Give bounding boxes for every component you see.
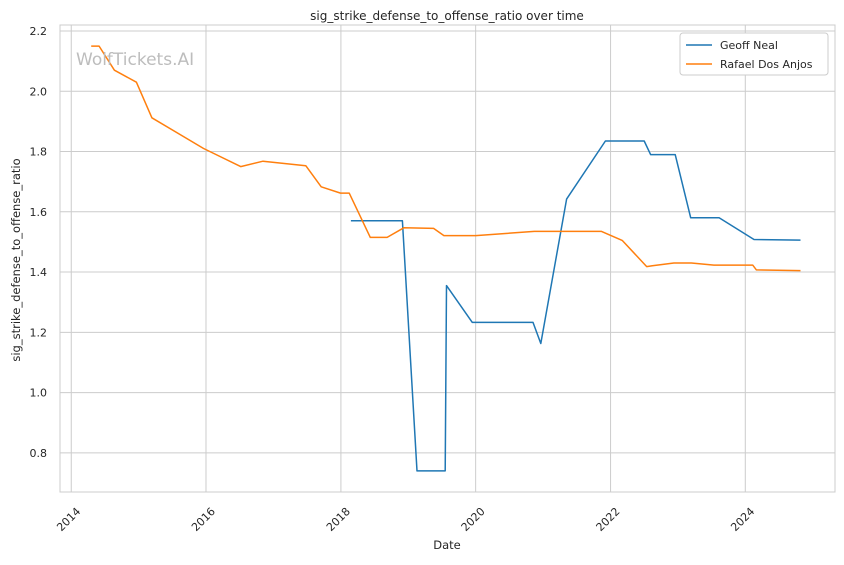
series-layer (91, 45, 801, 472)
grid (60, 25, 835, 492)
chart-title: sig_strike_defense_to_offense_ratio over… (310, 9, 584, 23)
y-tick-label: 1.2 (30, 326, 48, 339)
y-tick-label: 1.6 (30, 206, 48, 219)
x-axis-label: Date (433, 538, 461, 552)
series-line-geoff-neal (350, 140, 801, 472)
series-line-rafael-dos-anjos (91, 45, 801, 272)
y-tick-label: 0.8 (30, 447, 48, 460)
legend: Geoff Neal Rafael Dos Anjos (679, 32, 829, 76)
y-tick-label: 2.2 (30, 25, 48, 38)
y-tick-label: 1.4 (30, 266, 48, 279)
legend-box (679, 32, 829, 76)
y-tick-label: 1.0 (30, 387, 48, 400)
watermark-text: WolfTickets.AI (76, 50, 194, 70)
legend-label-geoff-neal: Geoff Neal (720, 39, 778, 52)
y-tick-label: 1.8 (30, 146, 48, 159)
y-tick-label: 2.0 (30, 85, 48, 98)
legend-label-rafael-dos-anjos: Rafael Dos Anjos (720, 58, 813, 71)
plot-area-frame (59, 24, 836, 493)
y-axis-label: sig_strike_defense_to_offense_ratio (9, 158, 23, 361)
